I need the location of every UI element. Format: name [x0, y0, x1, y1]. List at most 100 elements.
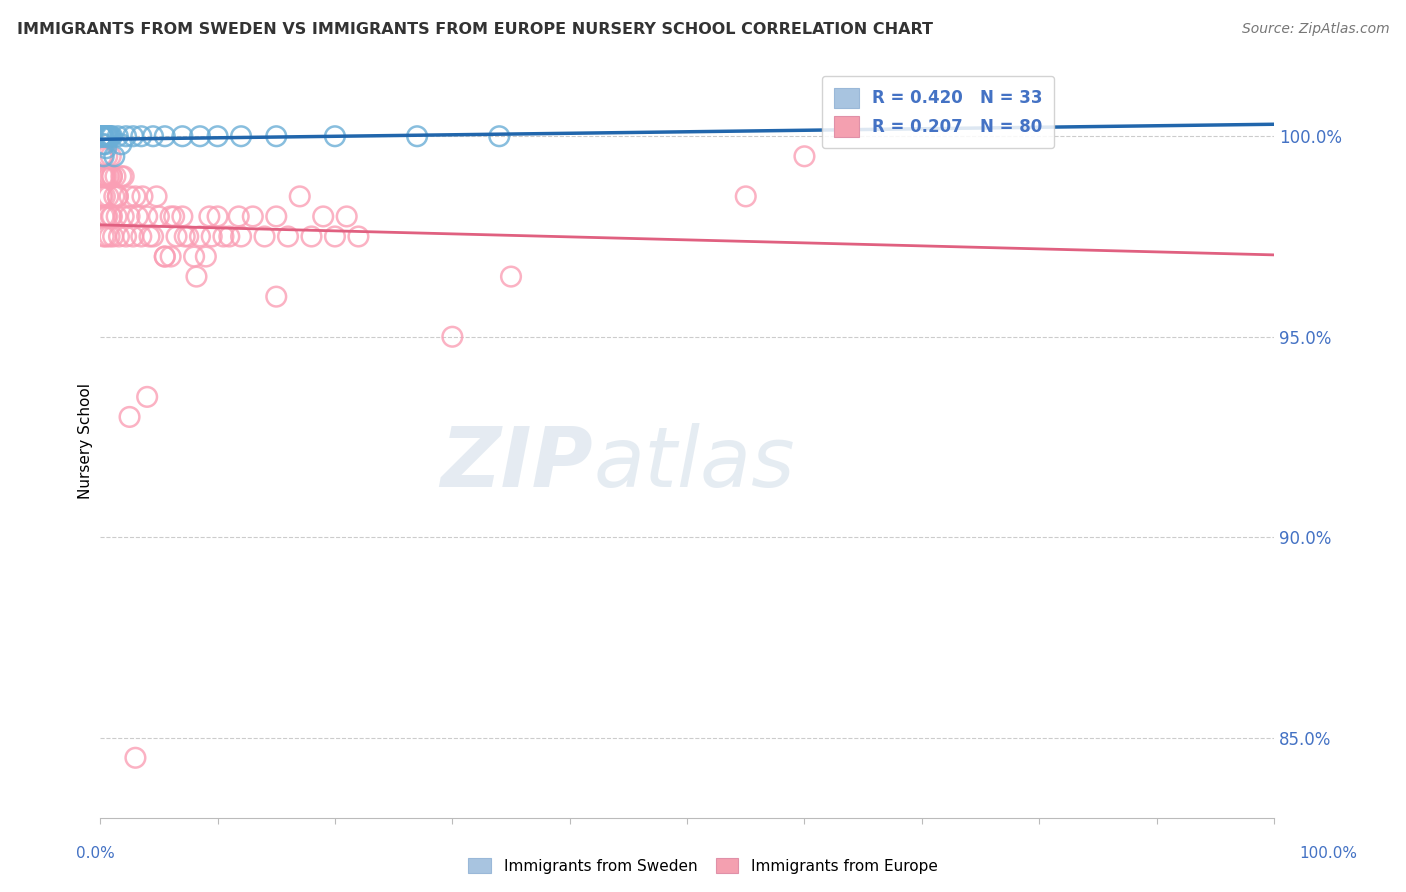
- Point: [100, 129, 122, 144]
- Point: [118, 189, 141, 203]
- Point: [91, 129, 114, 144]
- Point: [277, 229, 299, 244]
- Point: [91, 169, 114, 184]
- Point: [112, 169, 135, 184]
- Text: atlas: atlas: [593, 423, 794, 504]
- Point: [104, 169, 127, 184]
- Point: [94, 210, 117, 224]
- Point: [124, 189, 146, 203]
- Point: [115, 129, 138, 144]
- Point: [100, 149, 122, 163]
- Point: [127, 210, 149, 224]
- Point: [90, 129, 112, 144]
- Point: [124, 751, 146, 765]
- Point: [103, 189, 125, 203]
- Point: [264, 210, 287, 224]
- Point: [153, 129, 176, 144]
- Point: [312, 210, 335, 224]
- Point: [136, 390, 159, 404]
- Point: [97, 169, 120, 184]
- Point: [94, 169, 117, 184]
- Point: [91, 137, 114, 152]
- Point: [188, 229, 211, 244]
- Point: [499, 269, 522, 284]
- Point: [406, 129, 429, 144]
- Point: [107, 189, 129, 203]
- Point: [159, 210, 181, 224]
- Point: [218, 229, 240, 244]
- Point: [97, 129, 120, 144]
- Point: [172, 210, 194, 224]
- Point: [173, 229, 195, 244]
- Point: [138, 229, 160, 244]
- Legend: Immigrants from Sweden, Immigrants from Europe: Immigrants from Sweden, Immigrants from …: [463, 852, 943, 880]
- Point: [101, 169, 124, 184]
- Point: [441, 330, 464, 344]
- Point: [93, 149, 115, 163]
- Point: [228, 210, 250, 224]
- Point: [115, 229, 138, 244]
- Point: [734, 189, 756, 203]
- Point: [101, 229, 124, 244]
- Point: [288, 189, 311, 203]
- Point: [253, 229, 276, 244]
- Point: [264, 290, 287, 304]
- Point: [118, 409, 141, 424]
- Point: [207, 210, 229, 224]
- Point: [110, 169, 132, 184]
- Point: [94, 137, 117, 152]
- Point: [97, 189, 120, 203]
- Point: [90, 149, 112, 163]
- Point: [229, 229, 252, 244]
- Point: [112, 210, 135, 224]
- Point: [242, 210, 264, 224]
- Point: [101, 169, 124, 184]
- Point: [91, 149, 114, 163]
- Point: [207, 129, 229, 144]
- Point: [142, 129, 165, 144]
- Point: [145, 189, 167, 203]
- Point: [323, 229, 346, 244]
- Point: [94, 129, 117, 144]
- Point: [101, 129, 124, 144]
- Point: [101, 210, 124, 224]
- Point: [188, 129, 211, 144]
- Text: ZIP: ZIP: [440, 423, 593, 504]
- Point: [186, 269, 208, 284]
- Text: IMMIGRANTS FROM SWEDEN VS IMMIGRANTS FROM EUROPE NURSERY SCHOOL CORRELATION CHAR: IMMIGRANTS FROM SWEDEN VS IMMIGRANTS FRO…: [17, 22, 932, 37]
- Point: [488, 129, 510, 144]
- Point: [94, 189, 117, 203]
- Point: [163, 210, 186, 224]
- Point: [198, 210, 221, 224]
- Text: Source: ZipAtlas.com: Source: ZipAtlas.com: [1241, 22, 1389, 37]
- Point: [105, 210, 128, 224]
- Point: [98, 229, 121, 244]
- Point: [93, 169, 115, 184]
- Point: [347, 229, 370, 244]
- Point: [108, 229, 131, 244]
- Point: [100, 210, 122, 224]
- Point: [201, 229, 224, 244]
- Point: [96, 210, 118, 224]
- Point: [183, 250, 205, 264]
- Point: [90, 189, 112, 203]
- Point: [301, 229, 323, 244]
- Point: [103, 149, 125, 163]
- Point: [194, 250, 217, 264]
- Point: [94, 141, 117, 155]
- Point: [229, 129, 252, 144]
- Point: [131, 189, 153, 203]
- Point: [166, 229, 188, 244]
- Point: [94, 169, 117, 184]
- Point: [172, 129, 194, 144]
- Point: [93, 210, 115, 224]
- Point: [96, 149, 118, 163]
- Point: [98, 129, 121, 144]
- Point: [107, 129, 129, 144]
- Point: [136, 210, 159, 224]
- Point: [212, 229, 235, 244]
- Point: [93, 129, 115, 144]
- Text: 0.0%: 0.0%: [76, 847, 115, 861]
- Point: [129, 129, 152, 144]
- Point: [91, 129, 114, 144]
